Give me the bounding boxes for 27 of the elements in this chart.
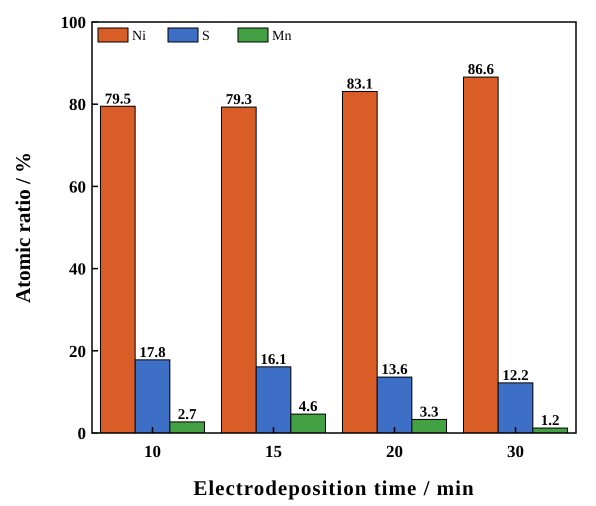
y-axis-title: Atomic ratio / % — [11, 152, 35, 304]
data-label: 4.6 — [298, 399, 318, 416]
data-label: 13.6 — [381, 362, 408, 378]
x-tick-label: 30 — [507, 442, 524, 461]
y-tick-label: 80 — [69, 95, 86, 114]
data-label: 79.5 — [104, 91, 131, 108]
data-label: 1.2 — [540, 413, 560, 430]
data-label: 3.3 — [420, 404, 439, 420]
y-tick-label: 0 — [78, 424, 86, 443]
data-label: 17.8 — [139, 344, 166, 361]
y-tick-label: 20 — [69, 342, 86, 361]
x-tick-label: 20 — [386, 442, 403, 461]
data-label: 16.1 — [260, 352, 287, 368]
x-tick-label: 15 — [265, 442, 282, 461]
legend-label: S — [202, 29, 210, 44]
data-label: 12.2 — [502, 368, 529, 384]
y-tick-label: 60 — [69, 177, 86, 196]
y-tick-label: 40 — [69, 260, 86, 279]
x-tick-label: 10 — [144, 442, 161, 461]
data-label: 83.1 — [346, 76, 373, 92]
y-tick-label: 100 — [60, 12, 86, 32]
data-label: 2.7 — [178, 406, 198, 423]
x-axis-title: Electrodeposition time / min — [193, 476, 475, 500]
data-label: 79.3 — [226, 92, 252, 108]
legend-label: Mn — [272, 29, 292, 44]
data-label: 86.6 — [468, 62, 494, 78]
legend-label: Ni — [132, 29, 146, 44]
